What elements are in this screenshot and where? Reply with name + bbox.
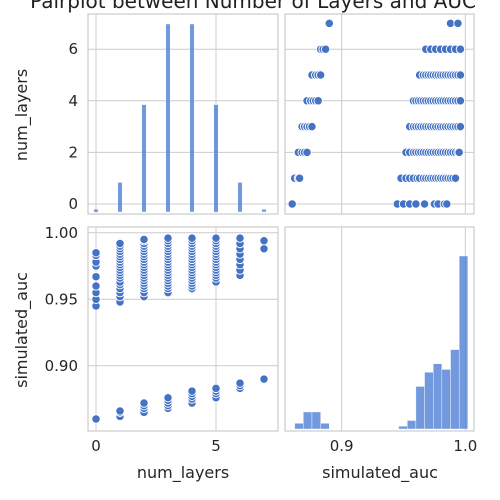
scatter-point [235, 233, 245, 243]
scatter-point [455, 96, 466, 106]
histogram-bar [424, 372, 434, 430]
histogram-bar [303, 411, 313, 430]
scatter-point [259, 374, 269, 384]
scatter-point [91, 248, 101, 258]
x-axis-label-simulated-auc: simulated_auc [322, 463, 438, 483]
scatter-point [235, 378, 245, 388]
panel-bottom-right: 0.9 1.0 [284, 226, 477, 455]
histogram-bar [441, 369, 451, 430]
histogram-bar [294, 423, 304, 430]
scatter-point [187, 386, 197, 396]
scatter-point [211, 233, 221, 243]
panel-top-right [284, 13, 475, 215]
histogram-bar [261, 209, 267, 213]
panel-frame [284, 226, 475, 432]
scatter-point [324, 18, 334, 29]
histogram-bar [433, 363, 443, 430]
histogram-bar [213, 104, 219, 213]
scatter-point [302, 147, 312, 158]
panel-frame [284, 13, 475, 215]
x-tick-label: 0 [91, 437, 101, 455]
histogram-bar [450, 349, 460, 430]
y-axis-label-num-layers: num_layers [12, 69, 32, 161]
scatter-point [91, 281, 101, 291]
scatter-point [139, 234, 149, 245]
panel-bottom-left: 0.90 0.95 1.00 0 5 [45, 224, 279, 455]
scatter-point [455, 121, 466, 132]
scatter-point [307, 121, 317, 132]
x-axis-label-num-layers: num_layers [137, 463, 229, 483]
y-tick-label: 2 [68, 143, 78, 161]
scatter-point [315, 70, 326, 80]
x-tick-label: 0.9 [330, 437, 354, 455]
y-tick-label: 1.00 [45, 224, 78, 242]
panel-frame [87, 226, 279, 432]
histogram-bar [117, 182, 123, 213]
y-tick-label: 0.95 [45, 290, 78, 308]
histogram-bar [458, 255, 469, 430]
scatter-point [453, 18, 463, 29]
y-tick-label: 0.90 [45, 357, 78, 375]
scatter-point [442, 199, 452, 209]
x-tick-label: 5 [211, 437, 221, 455]
panel-frame [87, 13, 279, 215]
y-axis-label-simulated-auc: simulated_auc [12, 272, 32, 388]
histogram-bar [237, 182, 243, 213]
scatter-point [455, 44, 466, 54]
scatter-point [115, 406, 125, 416]
scatter-point [455, 70, 466, 80]
scatter-point [211, 383, 221, 394]
scatter-point [294, 173, 305, 183]
scatter-point [91, 414, 101, 424]
histogram-bar [93, 209, 99, 213]
histogram-bar [407, 420, 417, 430]
y-tick-label: 6 [68, 40, 78, 58]
y-tick-label: 0 [68, 195, 78, 213]
scatter-point [139, 398, 149, 408]
scatter-point [454, 147, 464, 158]
scatter-point [163, 233, 173, 243]
panel-top-left: 0 2 4 6 [68, 13, 279, 215]
scatter-point [115, 238, 125, 249]
scatter-point [313, 96, 323, 106]
scatter-point [450, 173, 461, 183]
scatter-point [411, 199, 421, 209]
scatter-point [163, 393, 173, 403]
scatter-point [259, 244, 269, 254]
histogram-bar [311, 411, 321, 430]
scatter-point [91, 272, 101, 282]
histogram-bar [189, 23, 195, 213]
x-tick-label: 1.0 [453, 437, 477, 455]
scatter-point [320, 44, 331, 54]
histogram-bar [415, 386, 425, 430]
scatter-point [259, 236, 269, 246]
histogram-bar [398, 425, 408, 430]
histogram-bar [141, 104, 147, 213]
scatter-point [287, 199, 297, 209]
histogram-bar [165, 23, 171, 213]
y-tick-label: 4 [68, 92, 78, 110]
chart-title: Pairplot between Number of Layers and AU… [30, 0, 476, 13]
scatter-point [419, 199, 430, 209]
scatter-point [187, 233, 197, 243]
histogram-bar [320, 423, 330, 430]
